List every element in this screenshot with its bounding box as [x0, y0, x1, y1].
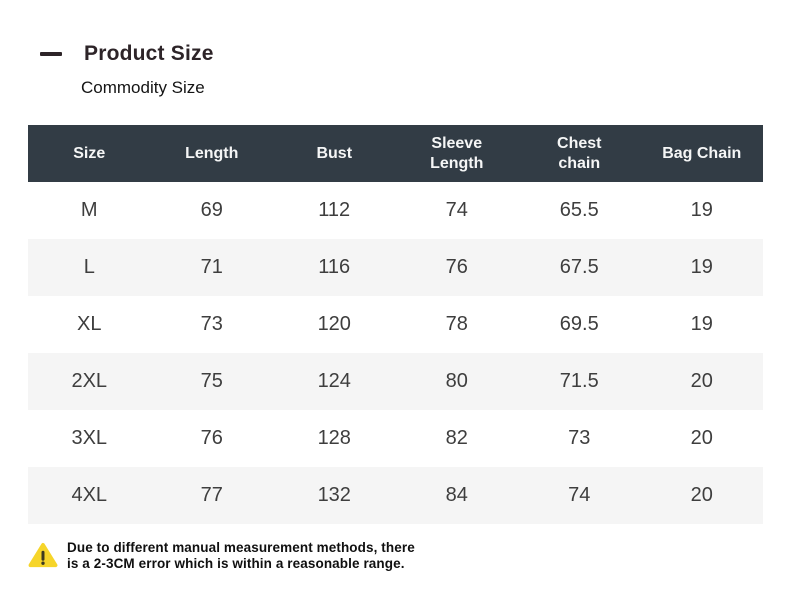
column-header-bust: Bust — [273, 125, 396, 182]
column-header-sleeve-length: Sleeve Length — [395, 125, 518, 182]
table-row-l: L 71 116 76 67.5 19 — [28, 239, 763, 296]
column-header-bag-chain: Bag Chain — [640, 125, 763, 182]
value-cell: 65.5 — [559, 199, 599, 221]
size-label-cell: L — [28, 239, 151, 296]
header-row: Size Length Bust Sleeve Length Chest chain Ba… — [28, 125, 763, 182]
value-cell: 132 — [273, 467, 396, 524]
size-label-cell: 3XL — [71, 427, 108, 449]
value-cell: 77 — [150, 467, 273, 524]
warning-triangle-icon — [28, 542, 58, 568]
value-cell: 76 — [200, 427, 223, 449]
title-dash-icon — [40, 52, 62, 56]
page-title: Product Size — [84, 42, 214, 65]
value-cell: 69 — [200, 199, 223, 221]
size-table-body: M 69 112 74 65.5 19 L 71 116 76 67.5 19 XL 73 120 78 69.… — [28, 182, 763, 524]
value-cell: 78 — [445, 313, 468, 335]
value-cell: 74 — [445, 199, 468, 221]
value-cell: 71.5 — [518, 353, 641, 410]
value-cell: 82 — [445, 427, 468, 449]
measurement-notice: Due to different manual measurement meth… — [28, 540, 415, 573]
value-cell: 69.5 — [559, 313, 599, 335]
table-row-2xl: 2XL 75 124 80 71.5 20 — [28, 353, 763, 410]
size-table-header: Size Length Bust Sleeve Length Chest chain Ba… — [28, 125, 763, 182]
value-cell: 19 — [640, 239, 763, 296]
table-row-m: M 69 112 74 65.5 19 — [28, 182, 763, 239]
value-cell: 128 — [317, 427, 351, 449]
notice-line-2: is a 2-3CM error which is within a reaso… — [67, 556, 405, 572]
value-cell: 124 — [273, 353, 396, 410]
table-row-3xl: 3XL 76 128 82 73 20 — [28, 410, 763, 467]
value-cell: 19 — [690, 313, 713, 335]
value-cell: 112 — [318, 199, 351, 221]
column-header-length: Length — [150, 125, 273, 182]
notice-line-1: Due to different manual measurement meth… — [67, 540, 415, 555]
column-header-size: Size — [28, 125, 151, 182]
table-row-xl: XL 73 120 78 69.5 19 — [28, 296, 763, 353]
section-title-row: Product Size — [40, 42, 214, 66]
value-cell: 73 — [200, 313, 223, 335]
size-label-cell: XL — [77, 313, 102, 335]
value-cell: 116 — [273, 239, 396, 296]
size-label-cell: M — [80, 199, 98, 221]
value-cell: 20 — [640, 467, 763, 524]
value-cell: 74 — [518, 467, 641, 524]
size-label-cell: 4XL — [28, 467, 151, 524]
size-label-cell: 2XL — [28, 353, 151, 410]
value-cell: 73 — [568, 427, 591, 449]
subtitle: Commodity Size — [81, 78, 205, 97]
value-cell: 20 — [640, 353, 763, 410]
size-table: Size Length Bust Sleeve Length Chest chain Ba… — [28, 125, 763, 524]
table-row-4xl: 4XL 77 132 84 74 20 — [28, 467, 763, 524]
value-cell: 71 — [150, 239, 273, 296]
value-cell: 80 — [395, 353, 518, 410]
value-cell: 120 — [317, 313, 351, 335]
value-cell: 75 — [150, 353, 273, 410]
column-header-chest-chain: Chest chain — [518, 125, 641, 182]
value-cell: 19 — [690, 199, 713, 221]
value-cell: 20 — [690, 427, 713, 449]
notice-text: Due to different manual measurement meth… — [67, 540, 415, 573]
value-cell: 76 — [395, 239, 518, 296]
value-cell: 67.5 — [518, 239, 641, 296]
value-cell: 84 — [395, 467, 518, 524]
